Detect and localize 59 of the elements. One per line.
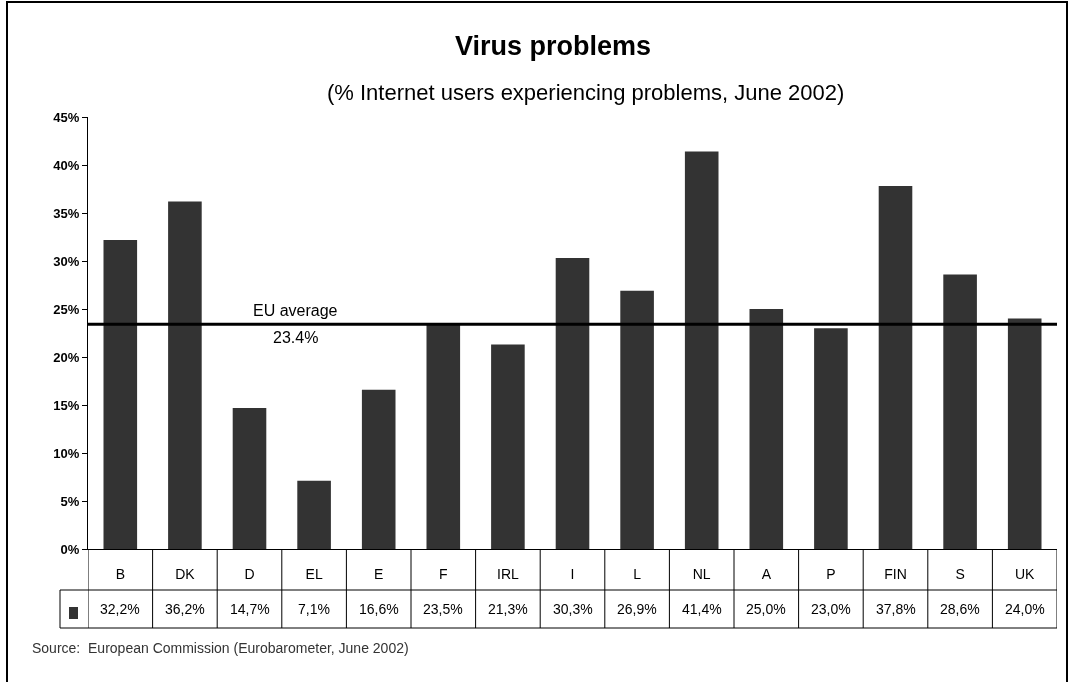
x-tick-label: FIN [884, 565, 907, 582]
data-label: 7,1% [298, 601, 330, 617]
bar [878, 186, 913, 549]
bar [361, 389, 396, 549]
x-tick-label: DK [175, 565, 196, 582]
x-tick-label: L [633, 565, 642, 582]
data-label: 36,2% [165, 601, 205, 617]
y-tick-label: 45% [53, 109, 80, 125]
bar [620, 290, 654, 549]
data-label: 23,0% [811, 601, 851, 617]
ref-line-label: EU average 23.4% [253, 302, 338, 346]
x-tick-label: A [761, 565, 772, 582]
y-tick-label: 0% [60, 541, 80, 557]
data-label: 37,8% [876, 601, 916, 617]
x-tick-label: D [244, 565, 255, 582]
data-label: 23,5% [423, 601, 463, 617]
x-tick-label: S [955, 565, 965, 582]
bar [297, 480, 331, 549]
bar [943, 274, 977, 549]
x-tick-label: B [115, 565, 125, 582]
data-label: 32,2% [100, 601, 140, 617]
data-label: 14,7% [230, 601, 270, 617]
bar [684, 151, 719, 549]
x-tick-label: EL [305, 565, 323, 582]
y-tick-label: 5% [60, 493, 80, 509]
x-tick-label: P [826, 565, 836, 582]
x-tick-label: UK [1014, 565, 1036, 582]
y-tick-label: 40% [53, 157, 80, 173]
data-label: 24,0% [1005, 601, 1045, 617]
bar [232, 407, 267, 549]
bar [1007, 318, 1042, 549]
data-label: 21,3% [488, 601, 528, 617]
bar [426, 323, 461, 549]
data-label: 25,0% [746, 601, 786, 617]
data-label: 30,3% [553, 601, 593, 617]
bar [749, 309, 784, 549]
bar [555, 258, 590, 549]
y-tick-label: 10% [53, 445, 80, 461]
bar [491, 344, 525, 549]
y-tick-label: 15% [53, 397, 80, 413]
y-tick-label: 20% [53, 349, 80, 365]
chart-subtitle: (% Internet users experiencing problems, June 2002) [327, 80, 845, 105]
x-tick-label: IRL [497, 565, 519, 582]
bar [168, 201, 202, 549]
chart-title: Virus problems [455, 31, 652, 61]
bar [814, 328, 848, 549]
y-tick-label: 30% [53, 253, 80, 269]
data-label: 28,6% [940, 601, 980, 617]
x-tick-label: E [374, 565, 384, 582]
data-label: 41,4% [682, 601, 722, 617]
data-label: 26,9% [617, 601, 657, 617]
y-tick-label: 25% [53, 301, 80, 317]
source-note: Source: European Commission (Eurobarometer, June 2002) [32, 640, 409, 656]
y-tick-label: 35% [53, 205, 80, 221]
x-tick-label: F [439, 565, 448, 582]
x-tick-label: I [570, 565, 575, 582]
bar [103, 239, 138, 549]
x-tick-label: NL [692, 565, 711, 582]
data-label: 16,6% [359, 601, 399, 617]
